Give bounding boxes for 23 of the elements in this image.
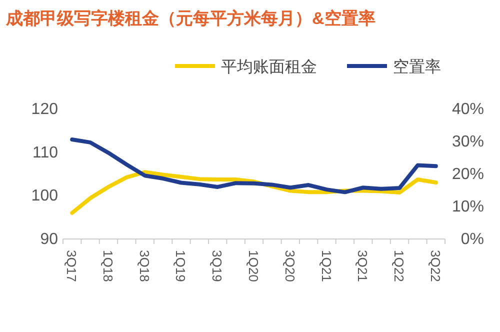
legend-label: 平均账面租金 [221, 59, 317, 76]
y-tick-label: 100 [31, 188, 58, 205]
y-tick-label: 110 [32, 144, 58, 162]
x-tick-label: 1Q20 [246, 250, 261, 282]
x-tick-label: 1Q22 [392, 250, 407, 282]
y2-tick-label: 30% [452, 134, 484, 150]
y-tick-label: 120 [31, 101, 58, 118]
y2-tick-label: 0% [460, 231, 484, 248]
x-tick-label: 3Q20 [282, 250, 298, 282]
title: 成都甲级写字楼租金（元每平方米每月）&空置率 [6, 9, 376, 28]
y2-tick-label: 40% [452, 101, 484, 118]
x-tick-label: 3Q21 [355, 250, 370, 282]
x-tick-label: 3Q22 [428, 250, 443, 282]
x-tick-label: 1Q18 [100, 250, 116, 282]
x-tick-label: 3Q18 [136, 250, 152, 282]
x-tick-label: 1Q19 [173, 250, 188, 282]
x-tick-label: 3Q19 [210, 250, 225, 282]
x-tick-label: 1Q21 [318, 250, 334, 282]
y2-tick-label: 20% [452, 166, 484, 183]
legend-label: 空置率 [393, 58, 441, 76]
y2-tick-label: 10% [452, 198, 484, 216]
y-tick-label: 90 [40, 231, 58, 248]
x-tick-label: 3Q17 [64, 250, 80, 282]
